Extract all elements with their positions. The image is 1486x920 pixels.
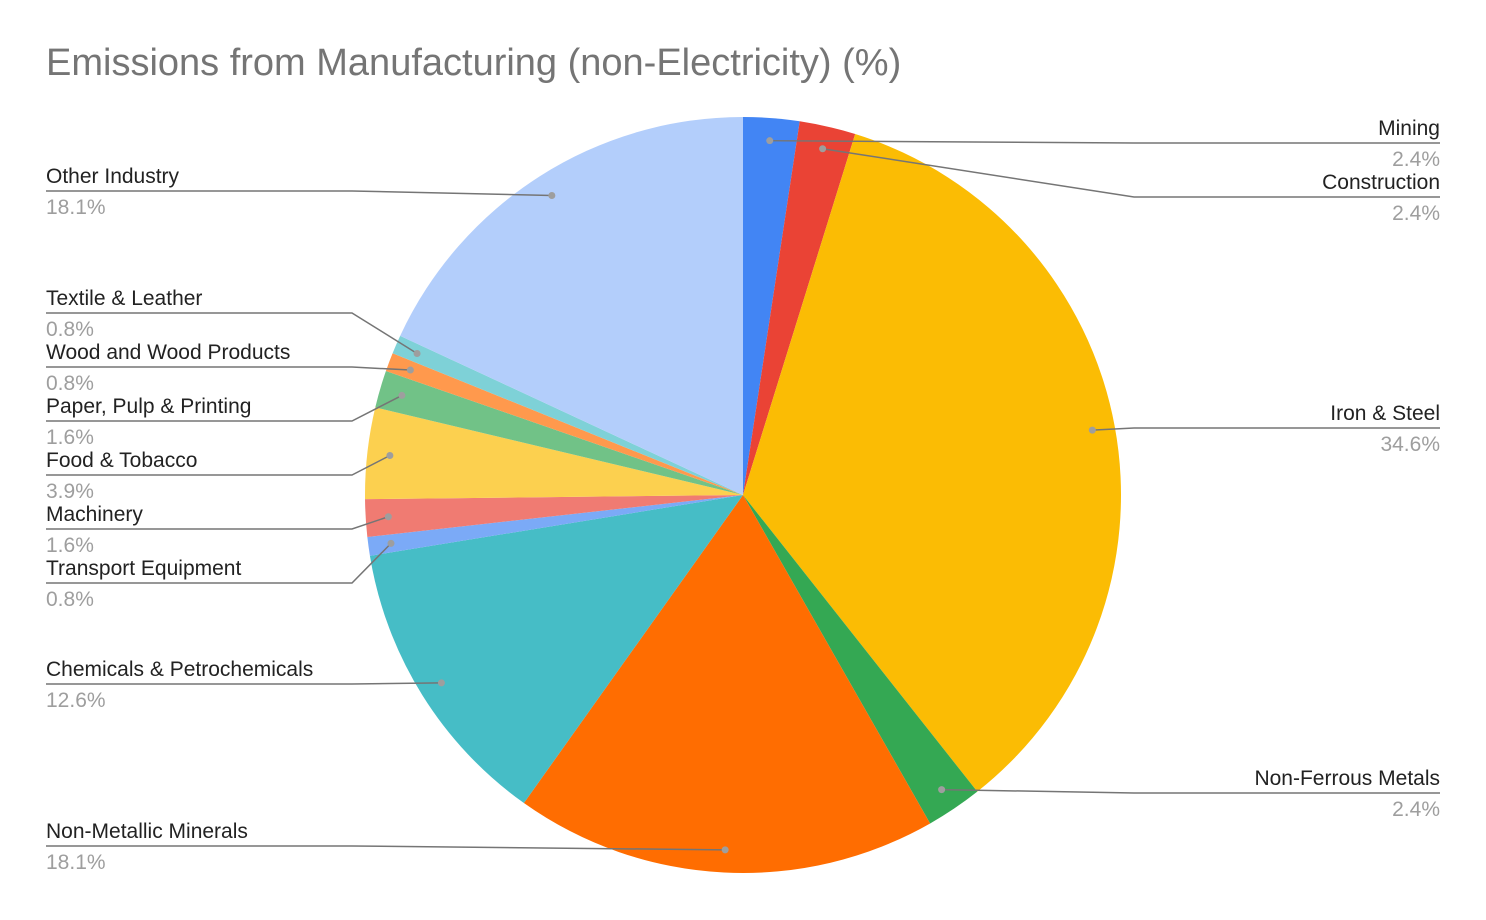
slice-other-industry	[400, 117, 743, 495]
leader-line-construction	[822, 147, 1440, 198]
slice-label-construction: Construction	[1322, 171, 1440, 194]
slice-value-non-ferrous-metals: 2.4%	[1392, 798, 1440, 821]
leader-line-chemicals-and-petrochemicals	[46, 682, 442, 685]
leaders-layer	[46, 137, 1440, 854]
leader-line-machinery	[46, 516, 389, 530]
leader-dot-construction	[819, 145, 827, 153]
slice-label-mining: Mining	[1378, 117, 1440, 140]
slice-food-and-tobacco	[364, 407, 743, 500]
slice-iron-and-steel	[743, 134, 1121, 792]
slice-label-transport-equipment: Transport Equipment	[46, 557, 241, 580]
slice-value-chemicals-and-petrochemicals: 12.6%	[46, 689, 106, 712]
leader-line-mining	[769, 139, 1440, 144]
leader-dot-other-industry	[548, 191, 556, 199]
slice-value-other-industry: 18.1%	[46, 196, 106, 219]
slice-label-food-and-tobacco: Food & Tobacco	[46, 449, 197, 472]
slice-transport-equipment	[367, 495, 743, 556]
slice-label-paper-pulp-and-printing: Paper, Pulp & Printing	[46, 395, 251, 418]
leader-dot-non-ferrous-metals	[938, 786, 946, 794]
slice-mining	[743, 117, 800, 495]
slice-value-construction: 2.4%	[1392, 202, 1440, 225]
leader-line-paper-pulp-and-printing	[46, 394, 403, 422]
leader-dot-food-and-tobacco	[386, 451, 394, 459]
leader-dot-chemicals-and-petrochemicals	[437, 679, 445, 687]
leader-dot-iron-and-steel	[1088, 426, 1096, 434]
slice-value-wood-and-wood-products: 0.8%	[46, 372, 94, 395]
slice-non-ferrous-metals	[743, 495, 978, 824]
slice-label-chemicals-and-petrochemicals: Chemicals & Petrochemicals	[46, 658, 313, 681]
slice-label-non-metallic-minerals: Non-Metallic Minerals	[46, 820, 248, 843]
leader-line-non-metallic-minerals	[46, 845, 726, 851]
slice-label-machinery: Machinery	[46, 503, 143, 526]
leader-line-other-industry	[46, 190, 552, 197]
slice-label-non-ferrous-metals: Non-Ferrous Metals	[1254, 767, 1440, 790]
slice-label-wood-and-wood-products: Wood and Wood Products	[46, 341, 290, 364]
slice-value-paper-pulp-and-printing: 1.6%	[46, 426, 94, 449]
slice-value-textile-and-leather: 0.8%	[46, 318, 94, 341]
leader-line-wood-and-wood-products	[46, 366, 411, 371]
leader-line-food-and-tobacco	[46, 454, 391, 476]
slice-paper-pulp-and-printing	[375, 370, 743, 495]
leader-dot-mining	[766, 137, 774, 145]
leader-line-transport-equipment	[46, 542, 392, 584]
leader-line-non-ferrous-metals	[941, 788, 1440, 794]
slice-construction	[743, 121, 856, 495]
slice-label-other-industry: Other Industry	[46, 165, 180, 188]
slice-label-textile-and-leather: Textile & Leather	[46, 287, 202, 310]
slice-value-machinery: 1.6%	[46, 534, 94, 557]
leader-dot-machinery	[384, 513, 392, 521]
leader-dot-textile-and-leather	[413, 350, 421, 358]
slice-value-mining: 2.4%	[1392, 148, 1440, 171]
leader-dot-paper-pulp-and-printing	[398, 391, 406, 399]
slice-value-transport-equipment: 0.8%	[46, 588, 94, 611]
slice-textile-and-leather	[392, 335, 743, 495]
leader-dot-transport-equipment	[387, 539, 395, 547]
leader-dot-non-metallic-minerals	[721, 846, 729, 854]
slice-chemicals-and-petrochemicals	[369, 495, 743, 804]
leader-line-iron-and-steel	[1092, 427, 1440, 431]
slices-layer	[364, 117, 1121, 873]
slice-label-iron-and-steel: Iron & Steel	[1330, 402, 1440, 425]
slice-non-metallic-minerals	[523, 495, 931, 873]
leader-line-textile-and-leather	[46, 312, 418, 355]
slice-wood-and-wood-products	[385, 353, 743, 495]
slice-machinery	[365, 495, 743, 538]
chart-title: Emissions from Manufacturing (non-Electr…	[46, 42, 902, 84]
leader-dot-wood-and-wood-products	[406, 366, 414, 374]
slice-value-iron-and-steel: 34.6%	[1380, 433, 1440, 456]
slice-value-food-and-tobacco: 3.9%	[46, 480, 94, 503]
slice-value-non-metallic-minerals: 18.1%	[46, 851, 106, 874]
